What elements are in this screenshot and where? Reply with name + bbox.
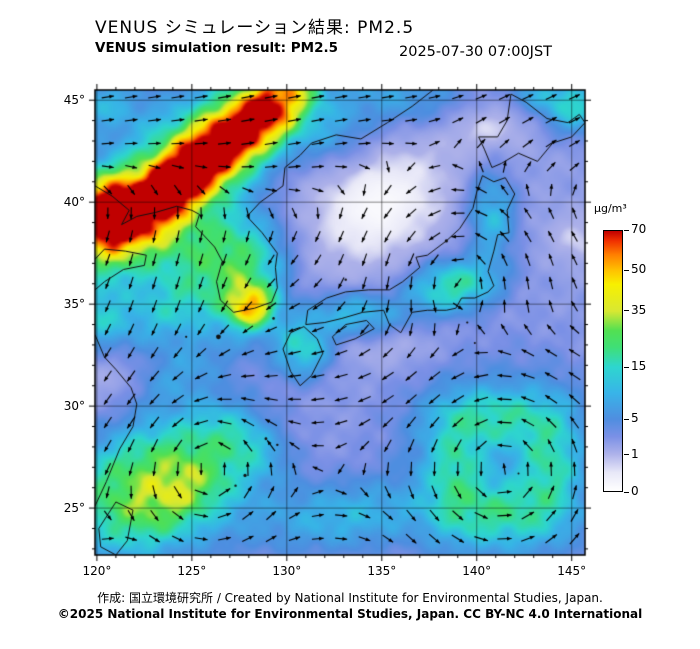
lat-tick-label: 25° <box>63 501 85 516</box>
colorbar-tick-mark <box>624 491 629 493</box>
colorbar-tick-label: 50 <box>631 262 647 277</box>
colorbar-tick-label: 70 <box>631 222 647 236</box>
colorbar-tick-mark <box>624 418 629 420</box>
credit-line: 作成: 国立環境研究所 / Created by National Instit… <box>97 591 603 605</box>
lat-tick-label: 45° <box>63 93 85 108</box>
colorbar-tick-mark <box>624 229 629 231</box>
lon-tick-label: 135° <box>367 564 397 578</box>
colorbar-tick-mark <box>624 269 629 271</box>
colorbar-tick-mark <box>624 310 629 312</box>
colorbar-tick-mark <box>624 454 629 456</box>
lon-tick-label: 140° <box>462 564 492 578</box>
copyright-line: ©2025 National Institute for Environment… <box>57 607 643 621</box>
lat-tick-label: 35° <box>63 297 85 312</box>
colorbar-tick-label: 35 <box>631 302 647 317</box>
colorbar-unit-label: μg/m³ <box>594 202 627 215</box>
colorbar-gradient <box>603 230 623 492</box>
lat-tick-label: 40° <box>63 195 85 210</box>
colorbar-tick-label: 1 <box>631 446 639 461</box>
lon-tick-label: 120° <box>82 564 112 578</box>
lat-tick-label: 30° <box>63 399 85 414</box>
colorbar-tick-label: 0 <box>631 484 639 498</box>
colorbar-tick-label: 5 <box>631 411 639 426</box>
colorbar-tick-label: 15 <box>631 359 647 374</box>
lon-tick-label: 125° <box>177 564 207 578</box>
lon-tick-label: 130° <box>272 564 302 578</box>
colorbar-tick-mark <box>624 366 629 368</box>
lon-tick-label: 145° <box>557 564 587 578</box>
